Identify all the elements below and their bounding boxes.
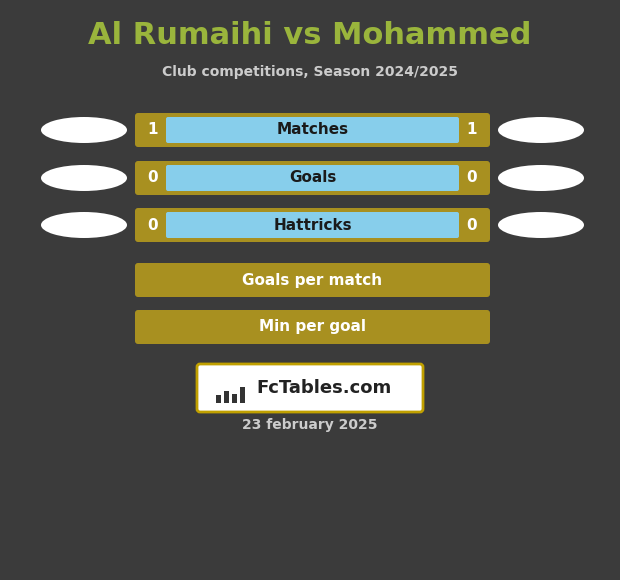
Text: Matches: Matches bbox=[277, 122, 348, 137]
Text: 0: 0 bbox=[148, 218, 158, 233]
Text: Min per goal: Min per goal bbox=[259, 320, 366, 335]
Text: Goals: Goals bbox=[289, 171, 336, 186]
FancyBboxPatch shape bbox=[166, 165, 459, 191]
FancyBboxPatch shape bbox=[166, 117, 459, 143]
Bar bbox=[232, 394, 237, 403]
Text: 0: 0 bbox=[467, 218, 477, 233]
Ellipse shape bbox=[41, 212, 127, 238]
Text: Al Rumaihi vs Mohammed: Al Rumaihi vs Mohammed bbox=[88, 20, 532, 49]
Text: 1: 1 bbox=[148, 122, 158, 137]
Bar bbox=[224, 391, 229, 403]
Text: 1: 1 bbox=[467, 122, 477, 137]
FancyBboxPatch shape bbox=[135, 208, 490, 242]
FancyBboxPatch shape bbox=[135, 263, 490, 297]
FancyBboxPatch shape bbox=[135, 310, 490, 344]
Bar bbox=[240, 387, 245, 403]
FancyBboxPatch shape bbox=[135, 113, 490, 147]
Ellipse shape bbox=[41, 117, 127, 143]
Text: Club competitions, Season 2024/2025: Club competitions, Season 2024/2025 bbox=[162, 65, 458, 79]
Ellipse shape bbox=[498, 212, 584, 238]
Bar bbox=[216, 395, 221, 403]
Text: 23 february 2025: 23 february 2025 bbox=[242, 418, 378, 432]
Ellipse shape bbox=[41, 165, 127, 191]
Text: FcTables.com: FcTables.com bbox=[257, 379, 392, 397]
FancyBboxPatch shape bbox=[135, 161, 490, 195]
Text: Hattricks: Hattricks bbox=[273, 218, 352, 233]
Ellipse shape bbox=[498, 117, 584, 143]
Text: Goals per match: Goals per match bbox=[242, 273, 383, 288]
FancyBboxPatch shape bbox=[166, 212, 459, 238]
Text: 0: 0 bbox=[467, 171, 477, 186]
Text: 0: 0 bbox=[148, 171, 158, 186]
FancyBboxPatch shape bbox=[197, 364, 423, 412]
Ellipse shape bbox=[498, 165, 584, 191]
